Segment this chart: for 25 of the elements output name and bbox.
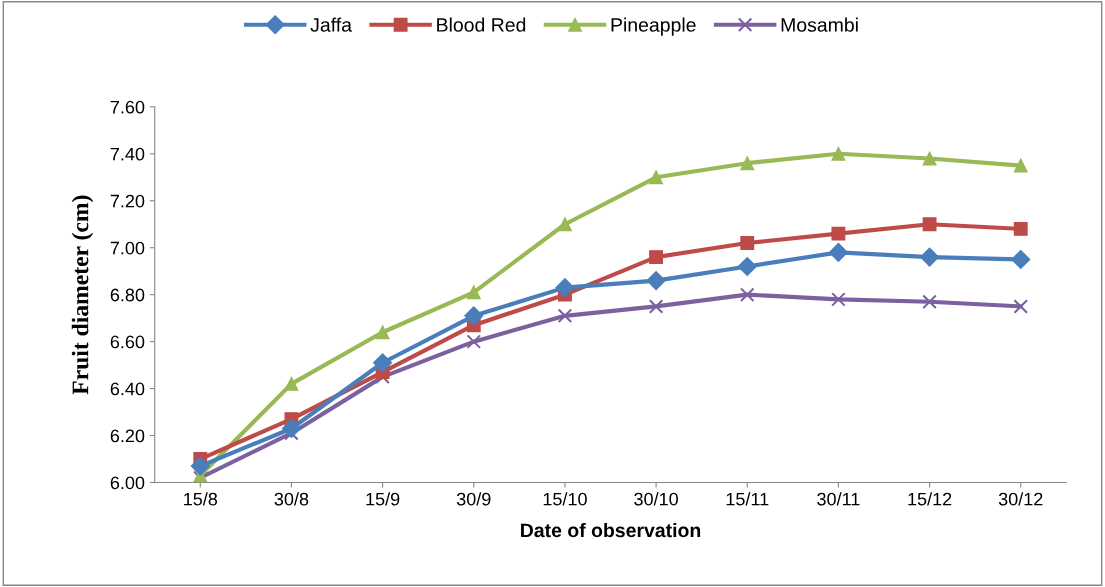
y-tick-label: 6.20 [110, 429, 145, 443]
x-tick-label: 30/11 [817, 492, 860, 506]
legend-label: Jaffa [310, 17, 352, 32]
x-tick-label: 15/8 [184, 492, 218, 506]
legend-label: Blood Red [437, 17, 526, 32]
y-tick-label: 6.60 [110, 335, 145, 349]
x-tick-label: 30/12 [998, 492, 1043, 506]
legend-label: Mosambi [781, 17, 858, 32]
y-tick-label: 6.40 [110, 382, 145, 396]
x-tick-label: 15/12 [908, 492, 952, 506]
y-tick-label: 7.40 [110, 147, 145, 161]
x-tick-label: 30/10 [634, 492, 678, 506]
x-axis-title: Date of observation [521, 522, 701, 538]
x-tick-label: 15/11 [726, 492, 769, 506]
x-tick-label: 15/10 [543, 492, 587, 506]
y-tick-label: 6.80 [110, 288, 145, 302]
x-tick-label: 30/8 [274, 492, 309, 506]
y-tick-label: 7.00 [110, 241, 145, 255]
y-tick-label: 7.60 [110, 100, 145, 114]
x-tick-label: 15/9 [366, 492, 400, 506]
y-tick-label: 7.20 [110, 194, 145, 208]
x-tick-label: 30/9 [456, 492, 491, 506]
y-axis-title: Fruit diameter (cm) [71, 195, 94, 395]
legend-label: Pineapple [611, 17, 696, 36]
y-tick-label: 6.00 [110, 476, 145, 490]
